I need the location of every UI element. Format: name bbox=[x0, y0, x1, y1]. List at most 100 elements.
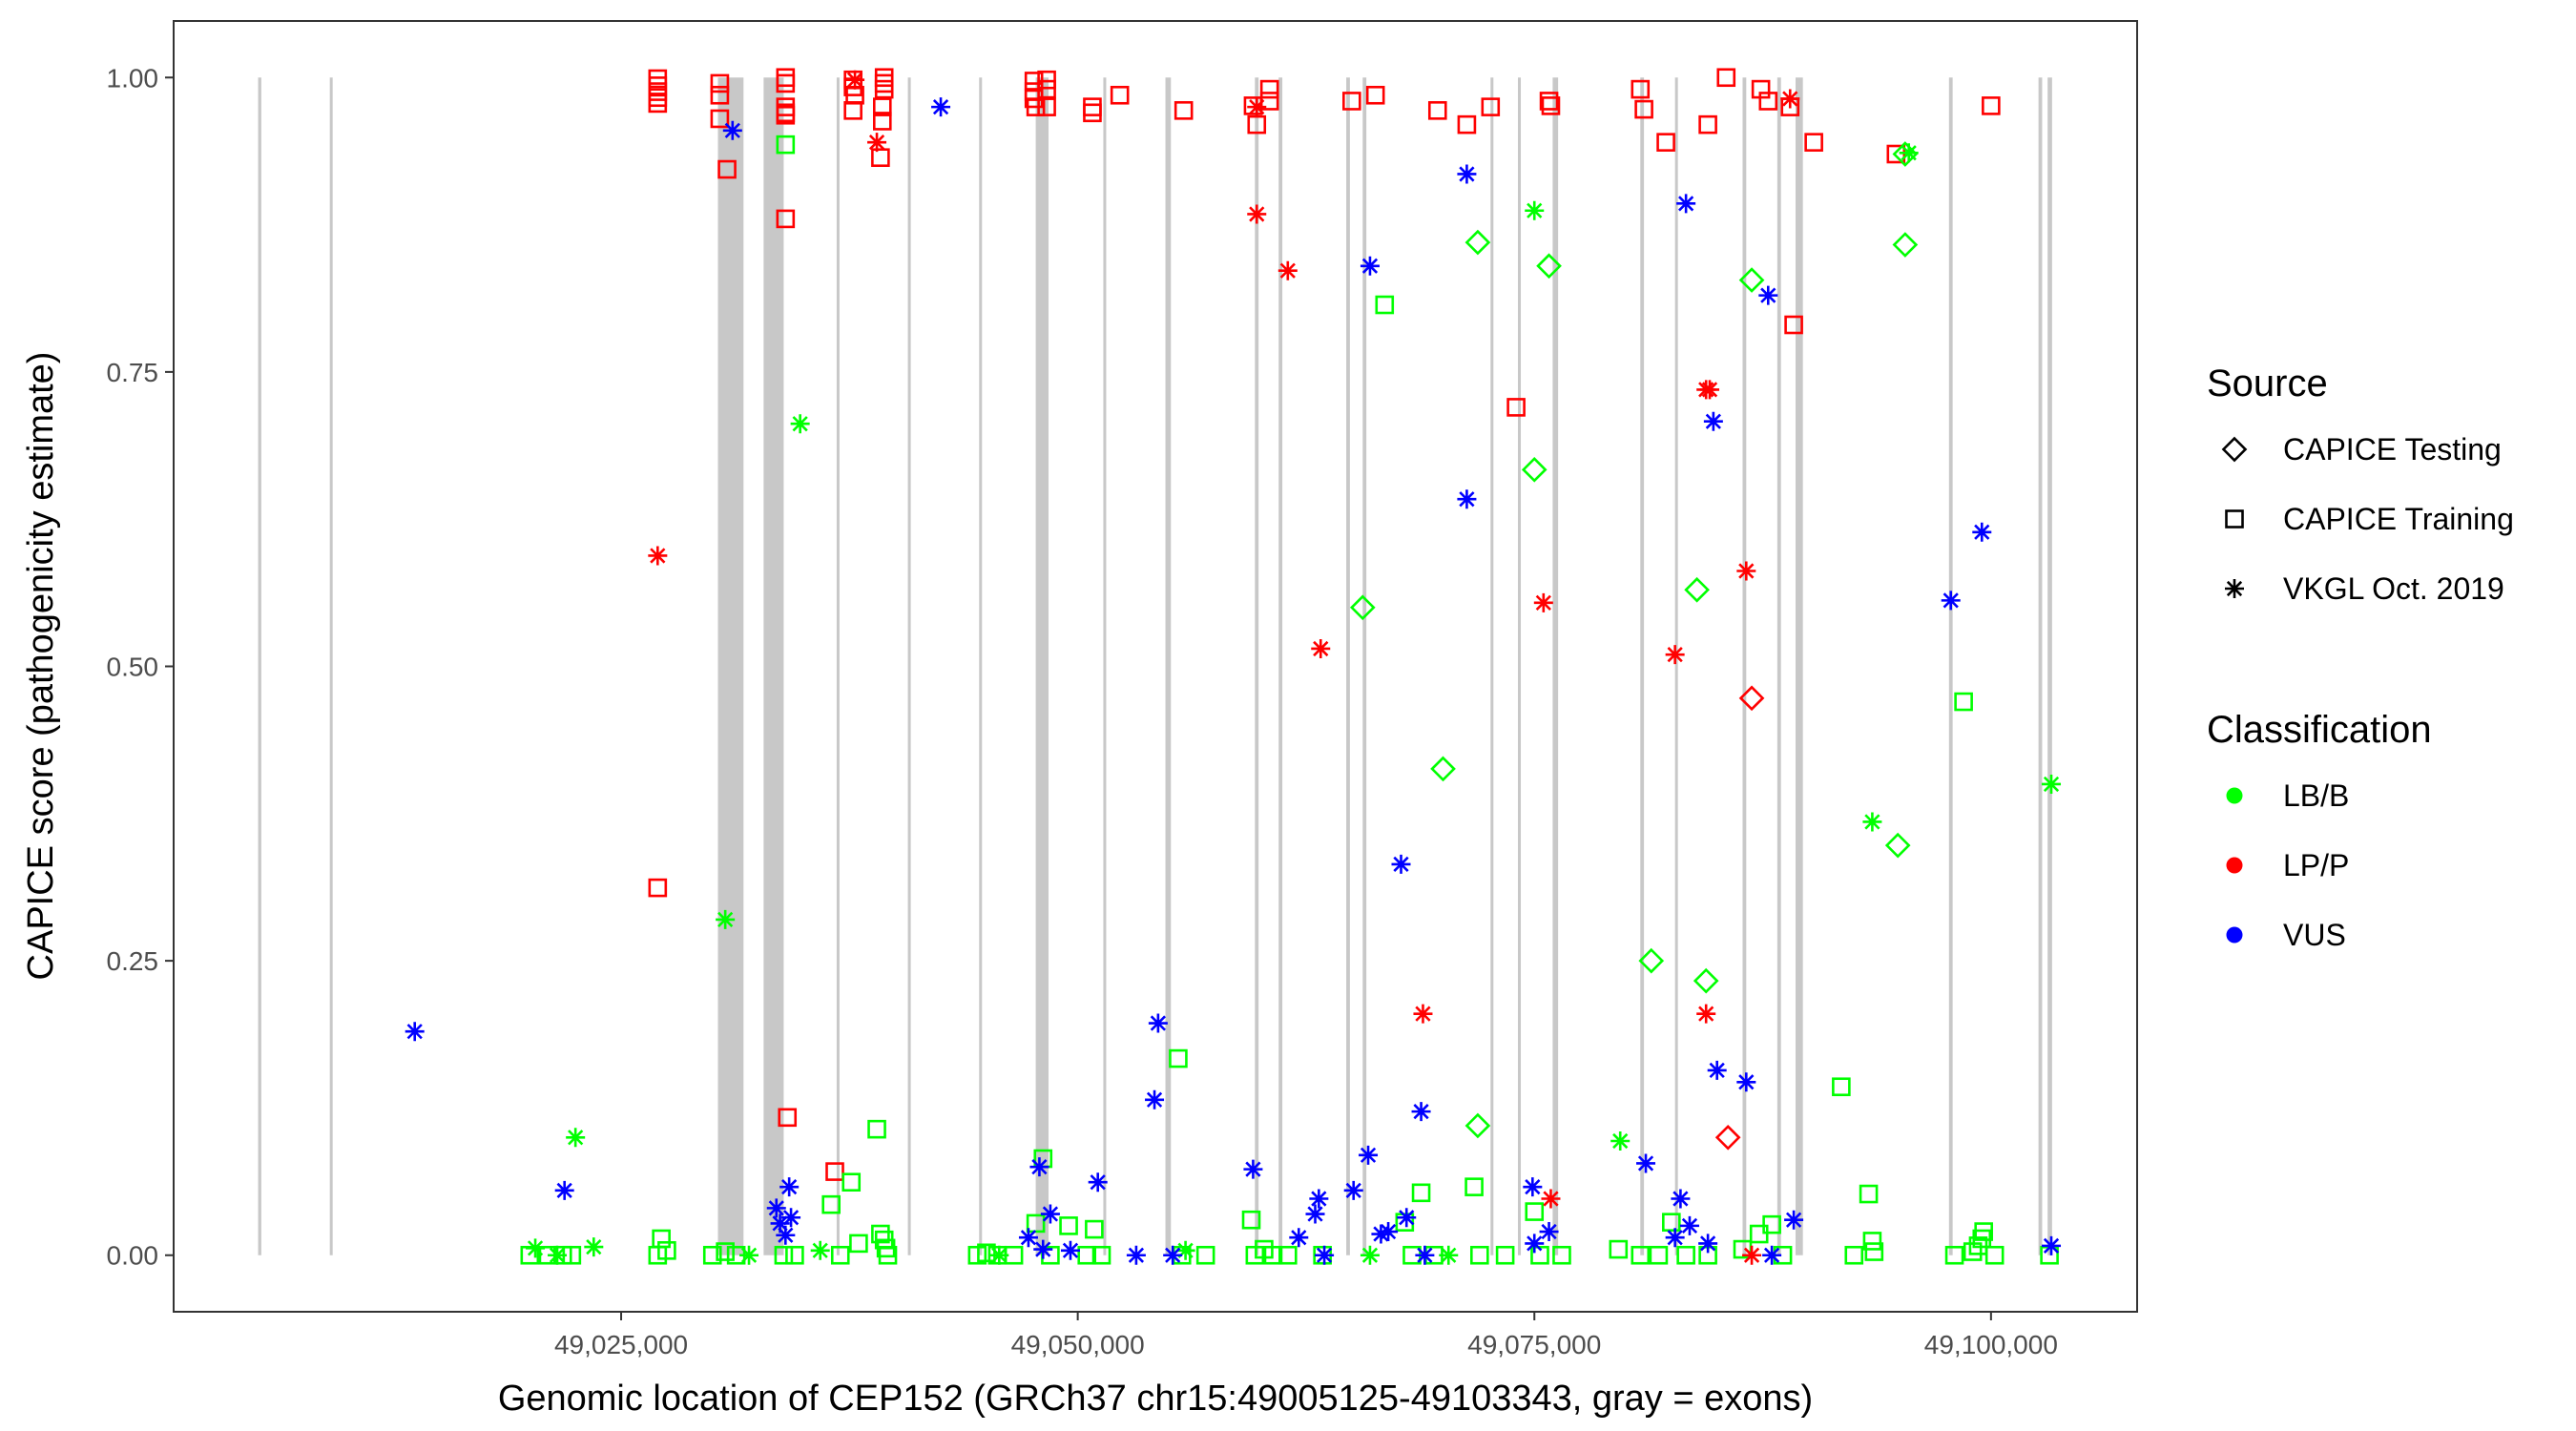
data-point bbox=[1899, 143, 1919, 163]
data-point bbox=[1481, 97, 1501, 116]
data-point bbox=[1040, 1204, 1060, 1224]
data-point bbox=[1539, 92, 1559, 111]
data-point bbox=[1033, 1239, 1053, 1259]
legend-key-dot-icon bbox=[2226, 787, 2243, 804]
y-axis-title: CAPICE score (pathogenicity estimate) bbox=[21, 352, 61, 981]
data-point bbox=[766, 1198, 786, 1218]
legend: Source CAPICE Testing CAPICE Training VK… bbox=[2207, 363, 2514, 952]
exon-band bbox=[329, 77, 333, 1255]
x-axis: 49,025,000 49,050,000 49,075,000 49,100,000 bbox=[554, 1312, 2058, 1359]
data-point bbox=[1088, 1172, 1108, 1192]
data-point bbox=[1430, 756, 1456, 782]
y-tick-label: 0.75 bbox=[107, 358, 159, 387]
exon-band bbox=[1518, 77, 1522, 1255]
data-point bbox=[739, 1245, 759, 1265]
data-point bbox=[1037, 79, 1056, 99]
data-point bbox=[652, 1229, 671, 1249]
data-point bbox=[781, 1208, 801, 1228]
data-point bbox=[770, 1213, 790, 1234]
data-point bbox=[1884, 832, 1911, 859]
data-point bbox=[1676, 194, 1696, 214]
data-point bbox=[1457, 164, 1477, 184]
legend-title-classification: Classification bbox=[2207, 709, 2432, 751]
exon-band bbox=[2047, 77, 2052, 1255]
legend-source-keys bbox=[2221, 436, 2248, 598]
data-point bbox=[1029, 1157, 1049, 1177]
x-tick-label: 49,050,000 bbox=[1011, 1330, 1145, 1359]
data-point bbox=[1037, 97, 1056, 116]
data-point bbox=[977, 1243, 996, 1263]
data-point bbox=[1736, 561, 1756, 581]
data-point bbox=[849, 1234, 868, 1254]
data-point bbox=[774, 1245, 794, 1265]
data-point bbox=[1259, 79, 1279, 99]
data-point bbox=[1241, 1210, 1261, 1230]
data-point bbox=[867, 1119, 886, 1139]
data-point bbox=[845, 70, 865, 90]
data-point bbox=[1195, 1245, 1215, 1265]
data-point bbox=[776, 1225, 796, 1245]
legend-key-asterisk-icon bbox=[2225, 579, 2244, 598]
data-point bbox=[1305, 1204, 1325, 1224]
data-point bbox=[776, 73, 796, 93]
data-point bbox=[1413, 1004, 1433, 1024]
data-point bbox=[1649, 1245, 1669, 1265]
data-point bbox=[584, 1237, 604, 1257]
data-point bbox=[1536, 253, 1562, 280]
data-point bbox=[1864, 1242, 1884, 1261]
exon-band bbox=[1255, 77, 1259, 1255]
data-point bbox=[1862, 812, 1882, 832]
data-point bbox=[1684, 576, 1710, 603]
data-point bbox=[1762, 1214, 1781, 1234]
data-point bbox=[1523, 1177, 1543, 1197]
exon-band bbox=[1674, 77, 1678, 1255]
data-point bbox=[841, 1172, 862, 1192]
data-point bbox=[1247, 97, 1267, 117]
data-point bbox=[874, 79, 894, 99]
exon-band bbox=[258, 77, 261, 1255]
data-point bbox=[1758, 92, 1778, 111]
data-point bbox=[1539, 1222, 1559, 1242]
data-point bbox=[1698, 114, 1717, 135]
data-point bbox=[1703, 411, 1723, 431]
data-point bbox=[1804, 133, 1823, 152]
exon-band bbox=[1346, 77, 1350, 1255]
data-point bbox=[1982, 96, 2001, 115]
data-point bbox=[867, 133, 887, 153]
data-point bbox=[1439, 1245, 1459, 1265]
data-point bbox=[1309, 1189, 1329, 1209]
legend-label-vus: VUS bbox=[2283, 918, 2346, 952]
data-point bbox=[931, 97, 951, 117]
data-point bbox=[1541, 96, 1561, 115]
data-point bbox=[1698, 1234, 1718, 1254]
legend-label-capice-testing: CAPICE Testing bbox=[2283, 432, 2502, 467]
data-point bbox=[1696, 1004, 1716, 1024]
exon-band bbox=[2038, 77, 2043, 1255]
data-point bbox=[776, 135, 796, 155]
legend-label-vkgl: VKGL Oct. 2019 bbox=[2283, 571, 2504, 606]
data-point bbox=[1736, 1072, 1756, 1092]
data-point bbox=[1026, 97, 1046, 116]
data-point bbox=[1243, 1159, 1263, 1179]
exon-band bbox=[1948, 77, 1953, 1255]
data-point bbox=[710, 73, 730, 93]
data-point bbox=[1470, 1245, 1489, 1265]
legend-title-source: Source bbox=[2207, 363, 2328, 404]
data-point bbox=[1859, 1184, 1879, 1204]
y-tick-label: 1.00 bbox=[107, 63, 159, 93]
data-point bbox=[776, 105, 796, 125]
data-point bbox=[1974, 1222, 1993, 1241]
data-point bbox=[1762, 1245, 1782, 1265]
data-point bbox=[1676, 1245, 1695, 1265]
data-point bbox=[778, 1108, 798, 1128]
data-point bbox=[878, 1245, 898, 1265]
data-point bbox=[1941, 591, 1961, 611]
data-point bbox=[1110, 85, 1130, 105]
data-point bbox=[1784, 1210, 1804, 1230]
data-point bbox=[1085, 1219, 1104, 1239]
legend-key-square-icon bbox=[2225, 509, 2244, 529]
data-point bbox=[1671, 1189, 1691, 1209]
data-point bbox=[1375, 295, 1395, 315]
exon-band bbox=[1776, 77, 1781, 1255]
